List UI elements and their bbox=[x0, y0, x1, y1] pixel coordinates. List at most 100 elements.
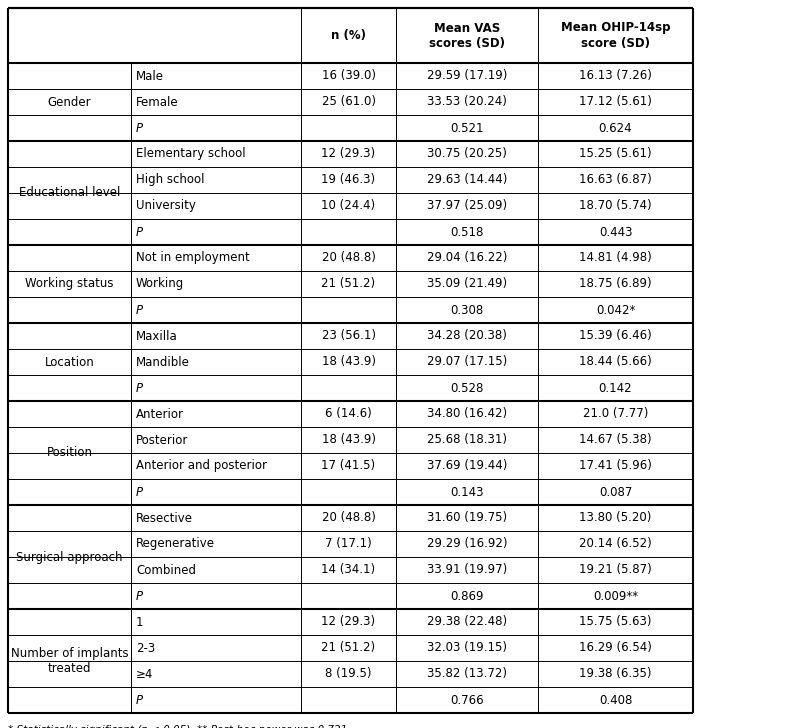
Text: P: P bbox=[136, 304, 143, 317]
Text: 25.68 (18.31): 25.68 (18.31) bbox=[427, 433, 507, 446]
Text: 21.0 (7.77): 21.0 (7.77) bbox=[583, 408, 648, 421]
Text: 20.14 (6.52): 20.14 (6.52) bbox=[579, 537, 652, 550]
Text: Working status: Working status bbox=[25, 277, 113, 290]
Text: 17.41 (5.96): 17.41 (5.96) bbox=[579, 459, 652, 472]
Text: 0.142: 0.142 bbox=[599, 381, 632, 395]
Text: High school: High school bbox=[136, 173, 205, 186]
Text: 21 (51.2): 21 (51.2) bbox=[321, 277, 376, 290]
Text: Position: Position bbox=[47, 446, 93, 459]
Text: Posterior: Posterior bbox=[136, 433, 189, 446]
Text: 35.82 (13.72): 35.82 (13.72) bbox=[427, 668, 507, 681]
Text: P: P bbox=[136, 122, 143, 135]
Text: Male: Male bbox=[136, 69, 164, 82]
Text: 0.087: 0.087 bbox=[599, 486, 632, 499]
Text: 16 (39.0): 16 (39.0) bbox=[321, 69, 376, 82]
Text: Gender: Gender bbox=[48, 95, 91, 108]
Text: 8 (19.5): 8 (19.5) bbox=[325, 668, 372, 681]
Text: 0.042*: 0.042* bbox=[596, 304, 635, 317]
Text: 14.67 (5.38): 14.67 (5.38) bbox=[579, 433, 652, 446]
Text: 33.53 (20.24): 33.53 (20.24) bbox=[427, 95, 507, 108]
Text: 2-3: 2-3 bbox=[136, 641, 155, 654]
Text: 0.766: 0.766 bbox=[450, 694, 484, 706]
Text: Anterior and posterior: Anterior and posterior bbox=[136, 459, 267, 472]
Text: 0.009**: 0.009** bbox=[593, 590, 638, 603]
Text: 18.75 (6.89): 18.75 (6.89) bbox=[579, 277, 652, 290]
Text: Working: Working bbox=[136, 277, 184, 290]
Text: 20 (48.8): 20 (48.8) bbox=[322, 251, 375, 264]
Text: P: P bbox=[136, 590, 143, 603]
Text: Educational level: Educational level bbox=[19, 186, 121, 199]
Text: 37.97 (25.09): 37.97 (25.09) bbox=[427, 199, 507, 213]
Text: 32.03 (19.15): 32.03 (19.15) bbox=[427, 641, 507, 654]
Text: 15.25 (5.61): 15.25 (5.61) bbox=[579, 148, 652, 160]
Text: P: P bbox=[136, 226, 143, 239]
Text: * Statistically significant (p < 0.05); ** Post-hoc power was 0.721.: * Statistically significant (p < 0.05); … bbox=[8, 725, 351, 728]
Text: 34.28 (20.38): 34.28 (20.38) bbox=[427, 330, 507, 342]
Text: 0.143: 0.143 bbox=[450, 486, 484, 499]
Text: P: P bbox=[136, 694, 143, 706]
Text: 17.12 (5.61): 17.12 (5.61) bbox=[579, 95, 652, 108]
Text: 0.518: 0.518 bbox=[450, 226, 484, 239]
Text: 18 (43.9): 18 (43.9) bbox=[321, 355, 376, 368]
Text: Surgical approach: Surgical approach bbox=[16, 550, 123, 563]
Text: Location: Location bbox=[44, 355, 94, 368]
Text: 14 (34.1): 14 (34.1) bbox=[321, 563, 376, 577]
Text: 15.75 (5.63): 15.75 (5.63) bbox=[579, 615, 652, 628]
Text: 20 (48.8): 20 (48.8) bbox=[322, 512, 375, 524]
Text: 0.308: 0.308 bbox=[450, 304, 484, 317]
Text: 1: 1 bbox=[136, 615, 144, 628]
Text: Regenerative: Regenerative bbox=[136, 537, 215, 550]
Text: Number of implants
treated: Number of implants treated bbox=[10, 647, 128, 675]
Text: 6 (14.6): 6 (14.6) bbox=[325, 408, 372, 421]
Text: P: P bbox=[136, 486, 143, 499]
Text: 12 (29.3): 12 (29.3) bbox=[321, 148, 376, 160]
Text: 14.81 (4.98): 14.81 (4.98) bbox=[579, 251, 652, 264]
Text: 7 (17.1): 7 (17.1) bbox=[325, 537, 372, 550]
Text: 21 (51.2): 21 (51.2) bbox=[321, 641, 376, 654]
Text: Resective: Resective bbox=[136, 512, 193, 524]
Text: 29.38 (22.48): 29.38 (22.48) bbox=[427, 615, 507, 628]
Text: University: University bbox=[136, 199, 196, 213]
Text: 19.21 (5.87): 19.21 (5.87) bbox=[579, 563, 652, 577]
Text: Mean OHIP-14sp
score (SD): Mean OHIP-14sp score (SD) bbox=[561, 22, 670, 50]
Text: 25 (61.0): 25 (61.0) bbox=[321, 95, 376, 108]
Text: Female: Female bbox=[136, 95, 178, 108]
Text: 16.29 (6.54): 16.29 (6.54) bbox=[579, 641, 652, 654]
Text: 0.869: 0.869 bbox=[450, 590, 484, 603]
Text: 29.04 (16.22): 29.04 (16.22) bbox=[427, 251, 508, 264]
Text: 16.13 (7.26): 16.13 (7.26) bbox=[579, 69, 652, 82]
Text: 18 (43.9): 18 (43.9) bbox=[321, 433, 376, 446]
Text: 13.80 (5.20): 13.80 (5.20) bbox=[580, 512, 652, 524]
Text: 29.63 (14.44): 29.63 (14.44) bbox=[427, 173, 508, 186]
Text: Anterior: Anterior bbox=[136, 408, 184, 421]
Text: 29.29 (16.92): 29.29 (16.92) bbox=[427, 537, 508, 550]
Text: Elementary school: Elementary school bbox=[136, 148, 246, 160]
Text: 0.443: 0.443 bbox=[599, 226, 632, 239]
Text: 37.69 (19.44): 37.69 (19.44) bbox=[427, 459, 508, 472]
Text: 34.80 (16.42): 34.80 (16.42) bbox=[427, 408, 507, 421]
Text: 18.70 (5.74): 18.70 (5.74) bbox=[579, 199, 652, 213]
Text: 29.59 (17.19): 29.59 (17.19) bbox=[427, 69, 508, 82]
Text: Maxilla: Maxilla bbox=[136, 330, 178, 342]
Text: P: P bbox=[136, 381, 143, 395]
Text: ≥4: ≥4 bbox=[136, 668, 153, 681]
Text: 23 (56.1): 23 (56.1) bbox=[321, 330, 376, 342]
Text: Mean VAS
scores (SD): Mean VAS scores (SD) bbox=[429, 22, 505, 50]
Text: Not in employment: Not in employment bbox=[136, 251, 250, 264]
Text: 12 (29.3): 12 (29.3) bbox=[321, 615, 376, 628]
Text: 0.521: 0.521 bbox=[450, 122, 484, 135]
Text: 19 (46.3): 19 (46.3) bbox=[321, 173, 376, 186]
Text: 0.528: 0.528 bbox=[450, 381, 484, 395]
Text: 30.75 (20.25): 30.75 (20.25) bbox=[427, 148, 507, 160]
Text: 10 (24.4): 10 (24.4) bbox=[321, 199, 376, 213]
Text: 0.408: 0.408 bbox=[599, 694, 632, 706]
Text: 19.38 (6.35): 19.38 (6.35) bbox=[579, 668, 652, 681]
Text: n (%): n (%) bbox=[331, 29, 366, 42]
Text: Combined: Combined bbox=[136, 563, 196, 577]
Text: 16.63 (6.87): 16.63 (6.87) bbox=[579, 173, 652, 186]
Text: 18.44 (5.66): 18.44 (5.66) bbox=[579, 355, 652, 368]
Text: 15.39 (6.46): 15.39 (6.46) bbox=[579, 330, 652, 342]
Text: Mandible: Mandible bbox=[136, 355, 190, 368]
Text: 17 (41.5): 17 (41.5) bbox=[321, 459, 376, 472]
Text: 33.91 (19.97): 33.91 (19.97) bbox=[427, 563, 508, 577]
